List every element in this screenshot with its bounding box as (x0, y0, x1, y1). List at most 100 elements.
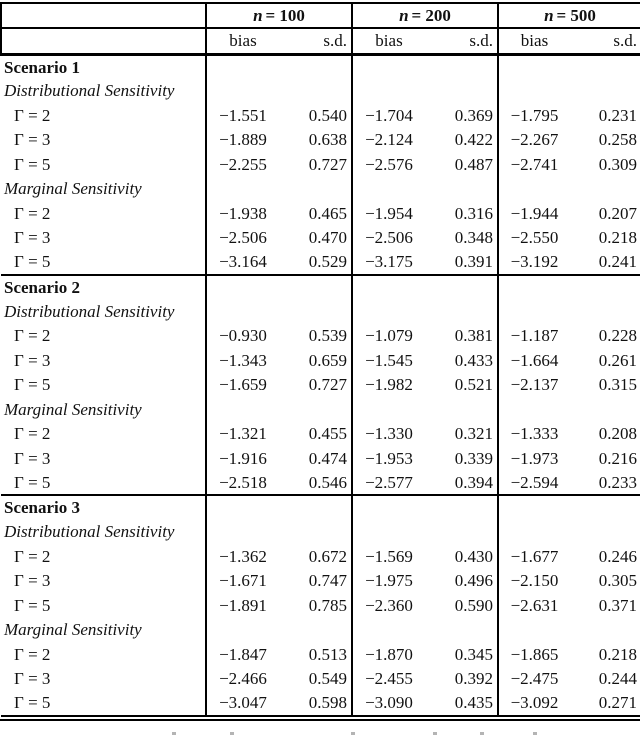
sd-value: 0.241 (598, 252, 637, 272)
bias-header: bias (497, 28, 570, 54)
sd-value: 0.470 (308, 228, 347, 248)
bias-value: −1.916 (205, 446, 279, 471)
sd-value: 0.540 (308, 105, 347, 125)
sd-value: 0.233 (598, 472, 637, 492)
bias-value: −1.891 (205, 593, 279, 618)
simulation-results-table: n = 100 n = 200 n = 500 bias s.d. bias s.d.… (0, 2, 640, 717)
sd-header: s.d. (613, 31, 637, 51)
sd-value: 0.727 (308, 375, 347, 395)
sd-value: 0.638 (308, 130, 347, 150)
n-variable: n (253, 6, 263, 25)
bias-value: −2.594 (497, 470, 570, 495)
sd-value: 0.727 (308, 154, 347, 174)
bias-value: −2.506 (351, 225, 425, 250)
bias-value: −2.506 (205, 225, 279, 250)
bias-value: −1.545 (351, 348, 425, 373)
empty-cell (205, 54, 279, 79)
empty-cell (425, 520, 498, 545)
cutoff-text-fragment (480, 732, 484, 735)
bias-value: −1.569 (351, 544, 425, 569)
gamma-label: Γ = 2 (14, 424, 51, 444)
bias-value: −1.343 (205, 348, 279, 373)
sd-value: 0.381 (454, 326, 493, 346)
bias-value: −1.889 (205, 127, 279, 152)
column-group-n100: n = 100 (205, 3, 352, 28)
empty-cell (351, 299, 425, 324)
bias-value: −1.677 (497, 544, 570, 569)
table-header: n = 100 n = 200 n = 500 bias s.d. bias s.d.… (0, 3, 640, 54)
sd-value: 0.465 (308, 203, 347, 223)
empty-cell (425, 54, 498, 79)
bias-value: −1.704 (351, 103, 425, 128)
empty-cell (205, 176, 279, 201)
bias-value: −1.079 (351, 323, 425, 348)
sd-value: 0.228 (598, 326, 637, 346)
sd-value: 0.271 (598, 693, 637, 713)
sd-value: 0.672 (308, 546, 347, 566)
gamma-label: Γ = 2 (14, 326, 51, 346)
bias-value: −1.659 (205, 372, 279, 397)
empty-cell (570, 520, 640, 545)
n100-value: = 100 (265, 6, 305, 25)
sd-value: 0.598 (308, 693, 347, 713)
column-group-n500: n = 500 (497, 3, 640, 28)
empty-cell (205, 617, 279, 642)
sd-header: s.d. (323, 31, 347, 51)
empty-cell (497, 274, 570, 299)
sd-value: 0.422 (454, 130, 493, 150)
bias-value: −2.631 (497, 593, 570, 618)
sd-value: 0.216 (598, 448, 637, 468)
table-row: Γ = 3 −1.343 0.659 −1.545 0.433 −1.664 0.261 (1, 348, 640, 373)
bias-value: −1.333 (497, 421, 570, 446)
empty-cell (205, 519, 279, 544)
bias-value: −1.321 (205, 421, 279, 446)
section-title: Marginal Sensitivity (4, 179, 142, 199)
sd-value: 0.207 (598, 203, 637, 223)
empty-cell (425, 618, 498, 643)
sd-value: 0.309 (598, 154, 637, 174)
header-corner-cell (0, 28, 206, 54)
sd-value: 0.394 (454, 472, 493, 492)
gamma-label: Γ = 5 (14, 154, 51, 174)
sd-value: 0.430 (454, 546, 493, 566)
empty-cell (279, 618, 352, 643)
table-row: Γ = 3 −1.671 0.747 −1.975 0.496 −2.150 0.305 (1, 568, 640, 593)
sd-value: 0.258 (598, 130, 637, 150)
bias-header: bias (205, 28, 279, 54)
bias-value: −2.475 (497, 666, 570, 691)
sd-value: 0.747 (308, 571, 347, 591)
sd-value: 0.521 (454, 375, 493, 395)
sd-value: 0.321 (454, 424, 493, 444)
empty-cell (279, 177, 352, 202)
sd-value: 0.590 (454, 595, 493, 615)
bias-value: −1.870 (351, 642, 425, 667)
empty-cell (279, 54, 352, 79)
bias-value: −1.975 (351, 568, 425, 593)
empty-cell (497, 495, 570, 520)
empty-cell (351, 397, 425, 422)
empty-cell (425, 495, 498, 520)
cutoff-text-fragment (533, 732, 537, 735)
empty-cell (425, 177, 498, 202)
empty-cell (570, 54, 640, 79)
sd-value: 0.315 (598, 375, 637, 395)
table-row: Γ = 2 −1.938 0.465 −1.954 0.316 −1.944 0.207 (1, 201, 640, 226)
empty-cell (205, 78, 279, 103)
bias-value: −3.090 (351, 691, 425, 716)
bias-value: −1.944 (497, 201, 570, 226)
double-rule-bottom-line (0, 718, 640, 721)
empty-cell (497, 176, 570, 201)
bias-header: bias (351, 28, 425, 54)
empty-cell (279, 520, 352, 545)
bias-value: −1.938 (205, 201, 279, 226)
empty-cell (205, 495, 279, 520)
sd-value: 0.246 (598, 546, 637, 566)
sd-value: 0.339 (454, 448, 493, 468)
cutoff-text-fragment (351, 732, 355, 735)
gamma-label: Γ = 3 (14, 228, 51, 248)
table-body: Scenario 1 Distributional Sensitivity Γ = … (1, 54, 640, 716)
bias-value: −2.255 (205, 152, 279, 177)
bias-value: −2.137 (497, 372, 570, 397)
scenario-title-row: Scenario 1 (1, 54, 640, 79)
